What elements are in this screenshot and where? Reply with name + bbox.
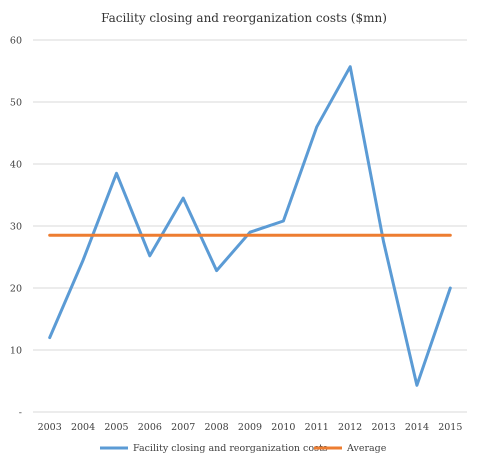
gridlines [33, 39, 467, 413]
x-tick-label: 2007 [171, 422, 195, 433]
y-tick-label: 60 [10, 36, 22, 47]
x-tick-label: 2005 [104, 422, 128, 433]
x-tick-label: 2008 [205, 422, 229, 433]
y-tick-label: 30 [10, 222, 22, 233]
series-line-0 [48, 65, 452, 387]
x-tick-label: 2013 [371, 422, 395, 433]
y-tick-label: 10 [10, 346, 22, 357]
x-axis-ticks: 2003 2004 2005 2006 2007 2008 2009 2010 2011 2012… [38, 422, 463, 433]
y-axis-ticks: - 10 20 30 40 50 60 [10, 36, 22, 419]
y-tick-label: - [19, 408, 22, 419]
x-tick-label: 2011 [305, 422, 329, 433]
x-tick-label: 2010 [271, 422, 295, 433]
y-tick-label: 50 [10, 98, 22, 109]
x-tick-label: 2015 [438, 422, 462, 433]
legend: Facility closing and reorganization cost… [100, 443, 387, 454]
series-lines [48, 65, 452, 387]
chart-title: Facility closing and reorganization cost… [101, 11, 387, 25]
legend-label-average: Average [346, 443, 387, 454]
x-tick-label: 2012 [338, 422, 362, 433]
legend-label-facility-costs: Facility closing and reorganization cost… [133, 443, 328, 454]
x-tick-label: 2009 [238, 422, 262, 433]
x-tick-label: 2014 [405, 422, 429, 433]
y-tick-label: 40 [10, 160, 22, 171]
x-tick-label: 2004 [71, 422, 95, 433]
x-tick-label: 2006 [138, 422, 162, 433]
y-tick-label: 20 [10, 284, 22, 295]
x-tick-label: 2003 [38, 422, 62, 433]
